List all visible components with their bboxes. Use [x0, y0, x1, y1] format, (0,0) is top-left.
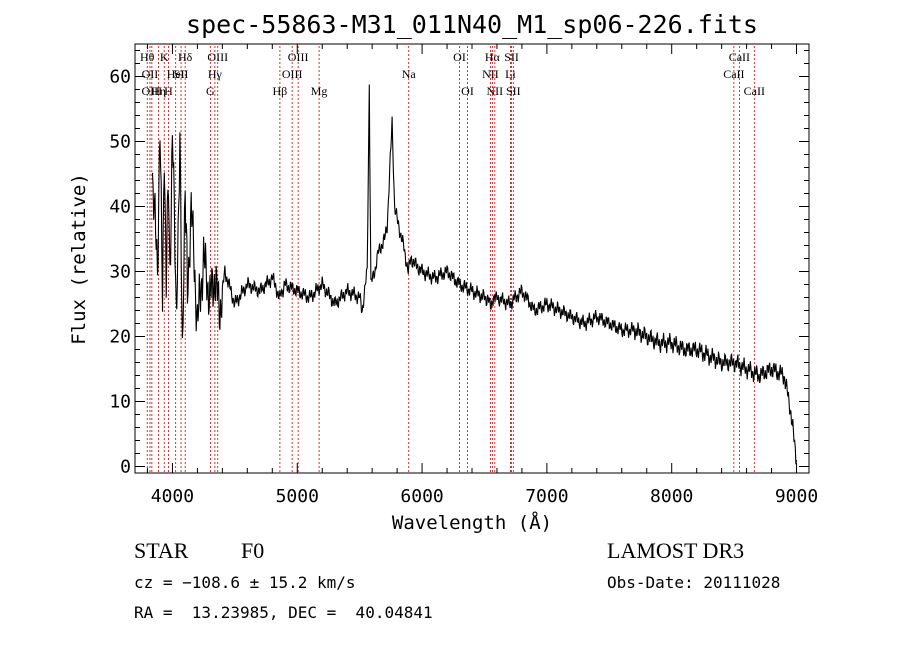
spectral-line-labels: HθOIIOIIIHηKHHeISIIHδGHγOIIIHβOIIIOIIIMg…: [140, 50, 765, 98]
spectral-line-label: Hγ: [208, 67, 223, 81]
spectral-line-label: OIII: [207, 50, 228, 64]
redshift-velocity: cz = −108.6 ± 15.2 km/s: [134, 573, 356, 592]
x-tick-label: 5000: [276, 486, 319, 507]
spectral-line-label: Hδ: [178, 50, 193, 64]
survey-name: LAMOST DR3: [607, 538, 745, 563]
y-tick-label: 60: [109, 67, 131, 88]
chart-title: spec-55863-M31_011N40_M1_sp06-226.fits: [186, 10, 758, 39]
spectral-line-label: Hα: [485, 50, 501, 64]
spectral-line-label: K: [160, 50, 169, 64]
spectral-line-label: OI: [453, 50, 466, 64]
object-subclass: F0: [241, 538, 265, 563]
x-tick-label: 7000: [525, 486, 568, 507]
x-tick-label: 6000: [400, 486, 443, 507]
spectral-line-label: H: [164, 84, 173, 98]
sky-coordinates: RA = 13.23985, DEC = 40.04841: [134, 603, 433, 622]
y-tick-label: 0: [120, 457, 131, 478]
spectral-line-label: NII: [482, 67, 499, 81]
y-tick-label: 50: [109, 132, 131, 153]
y-axis-label: Flux (relative): [68, 173, 90, 345]
spectral-line-label: Mg: [311, 84, 328, 98]
x-tick-label: 4000: [151, 486, 194, 507]
spectral-line-label: Hθ: [140, 50, 155, 64]
x-tick-label: 9000: [775, 486, 818, 507]
spectral-line-label: SII: [504, 50, 519, 64]
spectral-line-label: NII: [487, 84, 504, 98]
observation-date: Obs-Date: 20111028: [607, 573, 781, 592]
y-tick-label: 20: [109, 327, 131, 348]
spectral-line-label: G: [206, 84, 215, 98]
x-tick-label: 8000: [650, 486, 693, 507]
y-tick-label: 30: [109, 262, 131, 283]
spectral-line-label: OIII: [288, 50, 309, 64]
spectral-line-markers: [146, 46, 755, 473]
spectral-line-label: Hβ: [273, 84, 288, 98]
spectral-line-label: Li: [505, 67, 516, 81]
spectral-line-label: SII: [506, 84, 521, 98]
spectral-line-label: OIII: [142, 84, 163, 98]
spectral-line-label: SII: [174, 67, 189, 81]
spectral-line-label: OII: [142, 67, 159, 81]
spectral-line-label: OIII: [282, 67, 303, 81]
spectral-line-label: CaII: [729, 50, 750, 64]
y-tick-label: 40: [109, 197, 131, 218]
spectral-line-label: Na: [402, 67, 417, 81]
spectral-line-label: OI: [461, 84, 474, 98]
x-axis: 4000 5000 6000 7000 8000 9000: [146, 44, 818, 507]
y-tick-label: 10: [109, 392, 131, 413]
plot-frame: [134, 43, 810, 474]
spectral-line-label: CaII: [744, 84, 765, 98]
spectral-line-label: Hη: [151, 84, 166, 98]
x-axis-label: Wavelength (Å): [392, 511, 552, 534]
spectral-line-label: CaII: [723, 67, 744, 81]
y-axis: 0 10 20 30 40 50 60: [109, 50, 809, 478]
object-class: STAR: [134, 538, 189, 563]
spectrum-line: [151, 84, 798, 465]
spectral-line-label: HeI: [167, 67, 185, 81]
